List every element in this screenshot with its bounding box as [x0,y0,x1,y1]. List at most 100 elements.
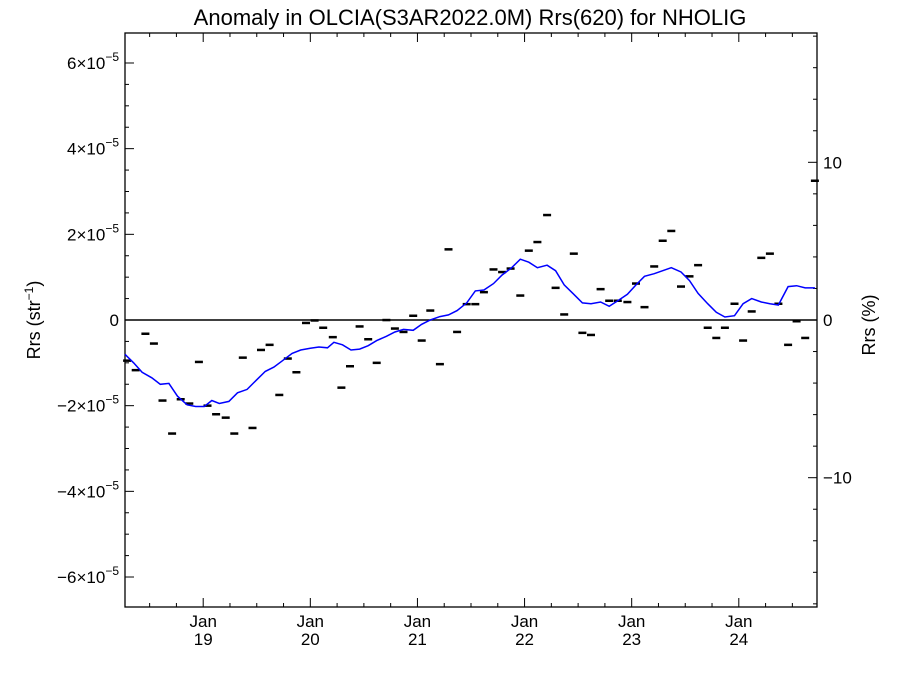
monthly-marker [462,302,471,306]
monthly-marker [640,305,649,309]
monthly-marker [417,339,426,342]
monthly-marker [543,213,552,217]
monthly-marker [212,413,221,416]
y2-axis-label: Rrs (%) [859,295,879,356]
monthly-marker [302,321,310,325]
monthly-marker [257,348,265,352]
monthly-marker [292,371,301,374]
monthly-marker [194,360,203,364]
monthly-marker [328,335,337,339]
monthly-marker [596,287,605,291]
monthly-marker [346,365,354,368]
monthly-marker [605,299,614,302]
monthly-marker [677,285,685,288]
monthly-marker [632,282,640,285]
monthly-marker [765,252,774,255]
monthly-marker [533,240,542,244]
monthly-marker [221,416,230,419]
monthly-marker [489,268,498,271]
monthly-marker [524,249,533,252]
monthly-marker [498,270,507,274]
monthly-marker [516,294,525,297]
monthly-marker [149,342,158,345]
x-tick-year: 20 [301,630,320,649]
monthly-marker [337,386,346,389]
x-tick-year: 24 [729,630,748,649]
monthly-marker [712,336,721,340]
monthly-marker [319,326,328,329]
chart-title: Anomaly in OLCIA(S3AR2022.0M) Rrs(620) f… [194,5,747,30]
monthly-marker [399,330,408,334]
x-tick-month: Jan [725,612,752,631]
monthly-marker [560,313,569,316]
y-axis-label: Rrs (str−1) [22,281,44,360]
y-tick-label: 2×10−5 [67,221,119,244]
monthly-marker [747,310,756,313]
monthly-marker [757,256,766,260]
y2-tick-label: 0 [823,311,832,330]
monthly-marker [390,327,399,330]
monthly-marker [730,302,739,305]
monthly-marker [265,343,274,347]
monthly-marker [703,326,712,329]
monthly-marker [685,275,694,278]
y-tick-label: −6×10−5 [57,564,119,587]
monthly-marker [409,314,418,317]
monthly-marker [658,239,667,242]
x-tick-month: Jan [189,612,216,631]
monthly-marker [801,336,810,340]
monthly-marker [230,432,239,435]
smoothed-line [124,258,815,408]
monthly-marker [578,331,587,335]
monthly-marker [123,359,132,362]
monthly-marker [444,248,453,251]
monthly-marker [372,361,381,365]
series-layer [123,179,819,435]
x-tick-month: Jan [404,612,431,631]
y-tick-label: −4×10−5 [57,478,119,501]
monthly-marker [739,339,748,342]
monthly-marker [158,399,167,402]
x-tick-year: 22 [515,630,534,649]
monthly-marker [667,229,676,233]
monthly-marker [784,343,793,347]
y-tick-label: −2×10−5 [57,393,119,416]
y-tick-label: 4×10−5 [67,136,119,159]
monthly-marker [569,252,578,255]
monthly-marker [650,265,659,268]
x-tick-month: Jan [618,612,645,631]
monthly-marker [435,362,444,366]
y2-axis-ticks: 10 0 −10 [808,35,852,605]
x-tick-month: Jan [511,612,538,631]
monthly-marker [248,426,257,430]
monthly-marker [131,368,140,372]
monthly-marker [355,325,364,328]
monthly-marker [479,290,488,294]
y-axis-ticks: 6×10−5 4×10−5 2×10−5 0 −2×10−5 −4×10−5 −6×10−5 [57,50,134,587]
x-tick-year: 21 [408,630,427,649]
monthly-marker [364,338,373,341]
monthly-marker [792,320,801,323]
monthly-marker [587,333,595,337]
monthly-marker [203,404,212,407]
monthly-marker [283,357,292,360]
x-tick-year: 19 [194,630,213,649]
monthly-marker [185,402,194,405]
monthly-marker [720,326,729,329]
monthly-marker [141,332,150,335]
y-tick-label: 6×10−5 [67,50,119,73]
monthly-marker [238,356,247,359]
monthly-marker [310,319,319,322]
monthly-marker [694,263,703,267]
monthly-marker [810,179,819,182]
monthly-marker [623,300,632,304]
x-tick-month: Jan [297,612,324,631]
x-tick-year: 23 [622,630,641,649]
monthly-marker [382,318,391,322]
monthly-marker [471,302,480,306]
monthly-marker [168,432,177,435]
y2-tick-label: 10 [823,153,842,172]
monthly-marker [426,309,435,312]
